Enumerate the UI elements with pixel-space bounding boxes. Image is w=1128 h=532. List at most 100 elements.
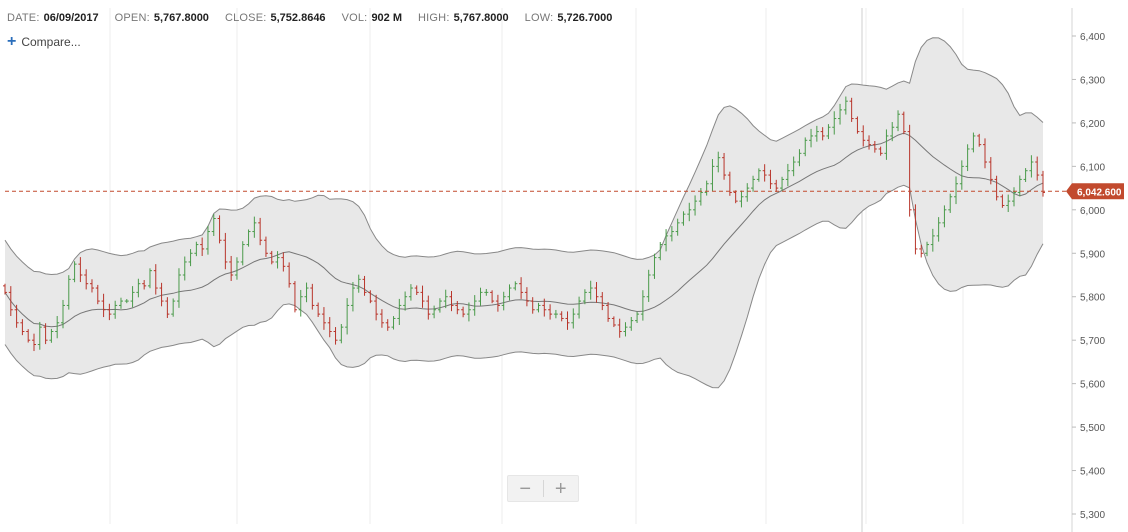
ohlc-bar [333,327,338,345]
ohlc-bar [217,215,222,244]
ohlc-bar [913,204,918,255]
compare-label: Compare... [21,35,81,49]
ohlc-bar [443,289,448,309]
ohlc-bar [774,179,779,193]
ohlc-bar [896,110,901,132]
ohlc-bar [780,176,785,191]
ohlc-bar [907,124,912,217]
ohlc-bar [165,297,170,319]
low-value: 5,726.7000 [557,12,613,24]
ohlc-bar [26,329,31,343]
ohlc-bar [292,281,297,313]
ohlc-bar [762,164,767,182]
ohlc-bar [374,294,379,321]
ohlc-bar [675,218,680,236]
ohlc-bar [188,249,193,267]
zoom-in-button[interactable]: + [554,477,567,500]
ohlc-bar [629,316,634,331]
y-tick-label: 6,300 [1080,75,1105,86]
ohlc-bar [530,297,535,314]
ohlc-bar [681,211,686,226]
ohlc-bar [930,228,935,252]
open-label: OPEN: [114,12,150,24]
low-label: LOW: [524,12,554,24]
ohlc-bar [814,125,819,142]
ohlc-bar [368,290,373,304]
ohlc-bar [658,241,663,261]
date-value: 06/09/2017 [43,12,99,24]
ohlc-bar [205,225,210,255]
ohlc-bar [1017,175,1022,197]
ohlc-bar [408,284,413,301]
ohlc-bar [391,316,396,330]
zoom-out-button[interactable]: − [519,477,532,500]
close-value: 5,752.8646 [270,12,326,24]
ohlc-bar [258,217,263,246]
y-tick-label: 5,900 [1080,249,1105,260]
y-tick-label: 6,200 [1080,119,1105,130]
ohlc-bar [397,298,402,325]
ohlc-bar [971,132,976,153]
ohlc-bar [113,300,118,319]
ohlc-bar [617,318,622,338]
ohlc-bar [983,138,988,169]
ohlc-bar [466,302,471,322]
ohlc-bar [588,280,593,300]
ohlc-bar [867,135,872,150]
ohlc-bar [66,275,71,310]
ohlc-bar [316,302,321,317]
ohlc-bar [211,214,216,236]
ohlc-bar [809,128,814,148]
ohlc-bar [542,298,547,317]
ohlc-bar [1041,170,1045,197]
ohlc-bar [490,290,495,304]
ohlc-bar [437,298,442,313]
ohlc-bar [710,159,715,192]
ohlc-bar [948,193,953,213]
y-tick-label: 5,400 [1080,467,1105,478]
ohlc-bar [200,237,205,256]
ohlc-bar [965,144,970,172]
zoom-divider [542,480,544,497]
ohlc-bar [263,236,268,257]
ohlc-bar [954,176,959,205]
y-tick-label: 5,500 [1080,423,1105,434]
y-tick-label: 5,600 [1080,380,1105,391]
ohlc-bar [513,281,518,291]
ohlc-bar [553,309,558,319]
ohlc-bar [49,328,54,343]
ohlc-bar [1023,168,1028,183]
ohlc-bar [55,316,60,339]
ohlc-bar [136,278,141,298]
high-value: 5,767.8000 [453,12,509,24]
ohlc-bar [988,157,993,185]
ohlc-bar [739,190,744,208]
ohlc-bar [403,291,408,311]
ohlc-bar [936,217,941,242]
ohlc-bar [722,152,727,180]
ohlc-bar [1012,187,1017,207]
ohlc-bar [420,285,425,308]
ohlc-bar [321,307,326,330]
ohlc-bar [385,319,390,331]
ohlc-bar [524,287,529,307]
ohlc-bar [72,261,77,283]
ohlc-bar [223,232,228,270]
y-tick-label: 5,800 [1080,293,1105,304]
ohlc-bar [89,279,94,293]
ohlc-bar [797,149,802,167]
ohlc-bar [884,129,889,160]
ohlc-bar [820,127,825,141]
vol-value: 902 M [371,12,403,24]
ohlc-bar [559,311,564,322]
compare-button[interactable]: + Compare... [7,34,81,50]
ohlc-bar [350,282,355,312]
ohlc-bar [194,241,199,257]
ohlc-bar [843,96,848,115]
ohlc-bar [571,308,576,329]
ohlc-bar [751,175,756,192]
ohlc-bar [229,255,234,281]
ohlc-bar [832,111,837,135]
ohlc-bar [153,264,158,295]
ohlc-bar [43,323,48,345]
